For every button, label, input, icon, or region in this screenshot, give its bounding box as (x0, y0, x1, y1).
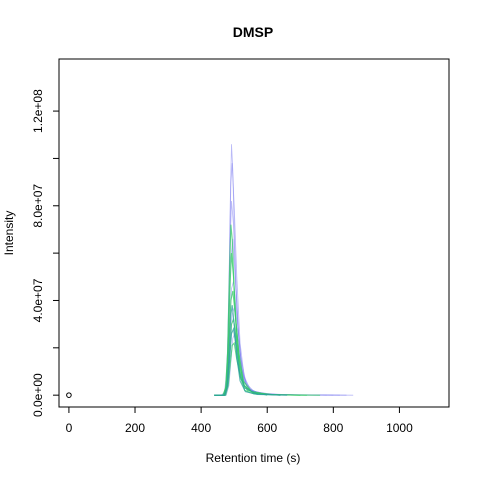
y-axis: 0.0e+00 4.0e+07 8.0e+07 1.2e+08 (31, 89, 60, 417)
chart-title: DMSP (233, 24, 273, 40)
y-tick-label-2: 4.0e+07 (31, 278, 45, 322)
x-tick-label-5: 1000 (386, 421, 413, 435)
y-tick-label-4: 8.0e+07 (31, 184, 45, 228)
x-tick-label-2: 400 (191, 421, 211, 435)
plot-lines (66, 144, 354, 398)
x-tick-label-4: 800 (323, 421, 343, 435)
x-axis: 0 200 400 600 800 1000 (66, 406, 413, 435)
y-axis-label: Intensity (2, 211, 16, 256)
origin-marker-point (66, 392, 72, 398)
x-tick-label-0: 0 (66, 421, 73, 435)
x-axis-label: Retention time (s) (206, 451, 301, 465)
y-tick-label-0: 0.0e+00 (31, 373, 45, 417)
x-tick-label-1: 200 (125, 421, 145, 435)
plot-frame (58, 58, 450, 408)
x-tick-label-3: 600 (257, 421, 277, 435)
series-line-12 (214, 305, 288, 396)
series-line-13 (214, 326, 281, 396)
y-tick-label-6: 1.2e+08 (31, 89, 45, 133)
